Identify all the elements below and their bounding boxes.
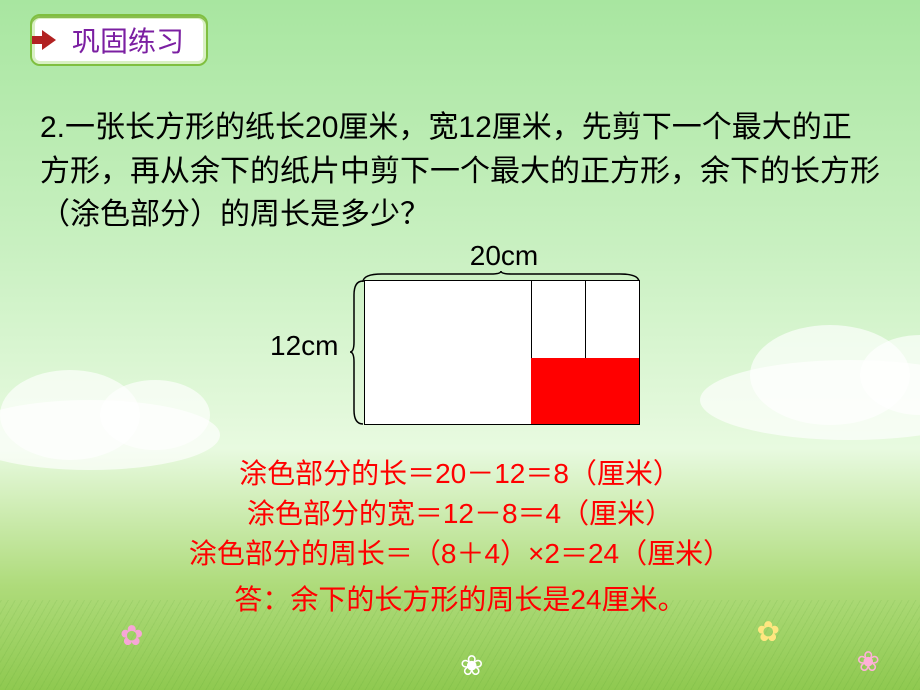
solution-line-3: 涂色部分的周长＝（8＋4）×2＝24（厘米）	[0, 532, 920, 572]
question-text: 2.一张长方形的纸长20厘米，宽12厘米，先剪下一个最大的正方形，再从余下的纸片…	[40, 106, 880, 237]
solution-line-2: 涂色部分的宽＝12－8＝4（厘米）	[0, 492, 920, 532]
cut-line	[585, 281, 586, 358]
dimension-left-label: 12cm	[270, 330, 338, 362]
decorative-cloud	[700, 360, 920, 440]
section-badge-label: 巩固练习	[72, 26, 184, 57]
flower-icon: ❀	[460, 649, 483, 682]
dimension-top-label: 20cm	[365, 240, 643, 272]
rectangle-diagram	[364, 280, 640, 425]
section-badge: 巩固练习	[30, 14, 208, 66]
flower-icon: ❀	[857, 645, 880, 678]
brace-left-icon	[350, 280, 364, 425]
flower-icon: ✿	[120, 619, 143, 652]
shaded-region	[531, 358, 639, 424]
solution-answer: 答：余下的长方形的周长是24厘米。	[0, 578, 920, 618]
flower-icon: ✿	[757, 615, 780, 648]
solution-line-1: 涂色部分的长＝20－12＝8（厘米）	[0, 452, 920, 492]
arrow-right-icon	[42, 30, 56, 50]
